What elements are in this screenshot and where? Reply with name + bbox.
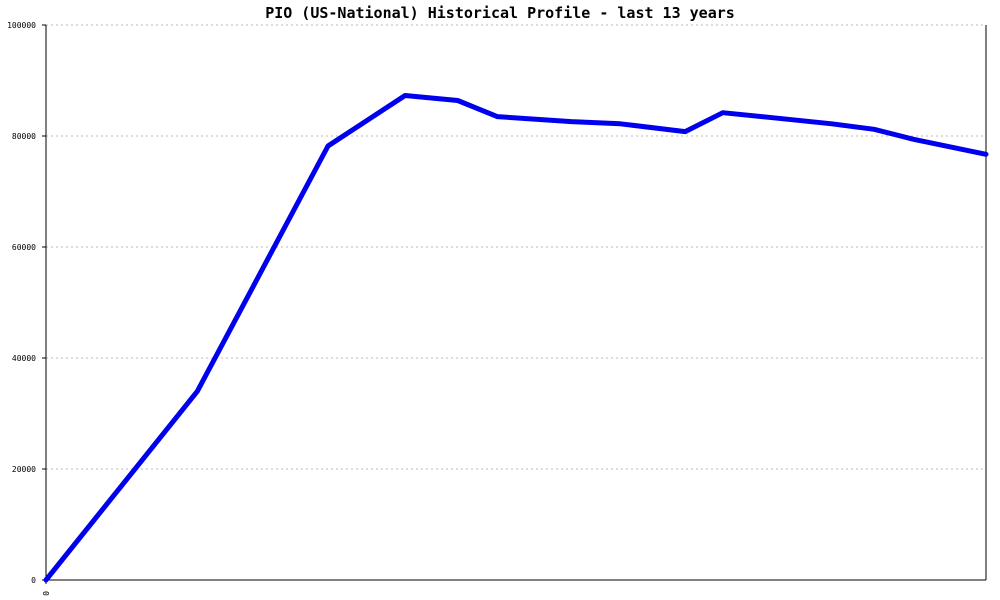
tick-labels: 0 20000 40000 60000 80000 100000 0: [7, 21, 50, 596]
y-tick-label: 60000: [12, 243, 36, 252]
y-tick-label: 100000: [7, 21, 36, 30]
axis-layer: [42, 24, 987, 584]
y-tick-label: 40000: [12, 354, 36, 363]
chart-title: PIO (US-National) Historical Profile - l…: [265, 4, 735, 22]
series-layer: [43, 93, 989, 583]
y-tick-label: 0: [31, 576, 36, 585]
x-tick-label: 0: [41, 591, 50, 596]
grid-layer: [46, 24, 986, 470]
series-line-0: [43, 93, 989, 583]
y-tick-label: 20000: [12, 465, 36, 474]
y-tick-label: 80000: [12, 132, 36, 141]
